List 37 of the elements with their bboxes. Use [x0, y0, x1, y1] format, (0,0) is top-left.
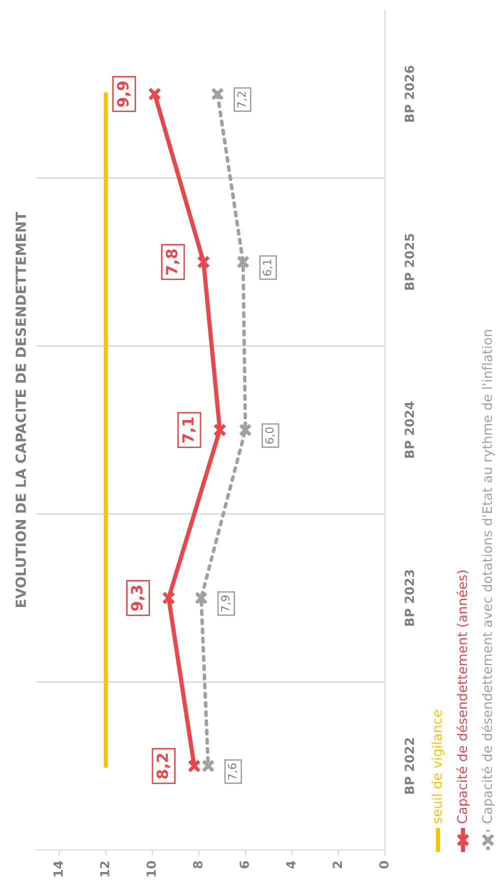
- text: EVOLUTION DE LA CAPACITE DE DESENDETTEMENT: [16, 212, 26, 607]
- y-tick-label: BP 2024: [404, 402, 414, 458]
- point: [148, 87, 162, 101]
- data-label: 7,8: [166, 249, 180, 275]
- point: [162, 591, 176, 605]
- data-label: 7,9: [221, 596, 231, 612]
- point: [194, 591, 208, 605]
- point: [188, 759, 201, 773]
- x-tick-label: 12: [100, 862, 110, 876]
- x-tick-label: 0: [379, 861, 389, 869]
- x-tick-label: 14: [54, 860, 63, 876]
- point: [196, 255, 210, 269]
- point: [202, 759, 215, 773]
- x-tick-label: 4: [286, 860, 296, 869]
- point: [210, 87, 224, 101]
- data-label: 7,2: [237, 92, 247, 108]
- y-tick-label: BP 2023: [404, 570, 414, 626]
- text: Capacité de désendettement (années): [456, 570, 470, 824]
- data-label: 8,2: [156, 754, 170, 779]
- text: seuil de vigilance: [432, 710, 444, 824]
- y-tick-label: BP 2026: [404, 66, 414, 122]
- y-tick-label: BP 2022: [404, 738, 414, 794]
- x-tick-label: 10: [146, 861, 156, 876]
- data-label: 6,1: [262, 260, 272, 276]
- data-label: 9,3: [130, 586, 144, 611]
- data-label: 9,9: [116, 81, 130, 107]
- x-tick-label: 6: [240, 861, 250, 868]
- data-label: 6,0: [265, 427, 275, 444]
- point: [238, 423, 252, 437]
- text: Capacité de désendettement avec dotations d'Etat au rythme de l'inflation: [481, 330, 495, 824]
- x-tick-label: 8: [193, 861, 202, 868]
- y-tick-label: BP 2025: [404, 234, 414, 290]
- x-tick-label: 2: [332, 862, 342, 868]
- data-label: 7,6: [228, 763, 238, 780]
- data-label: 7,1: [182, 418, 196, 443]
- point: [213, 423, 226, 437]
- point: [236, 255, 250, 269]
